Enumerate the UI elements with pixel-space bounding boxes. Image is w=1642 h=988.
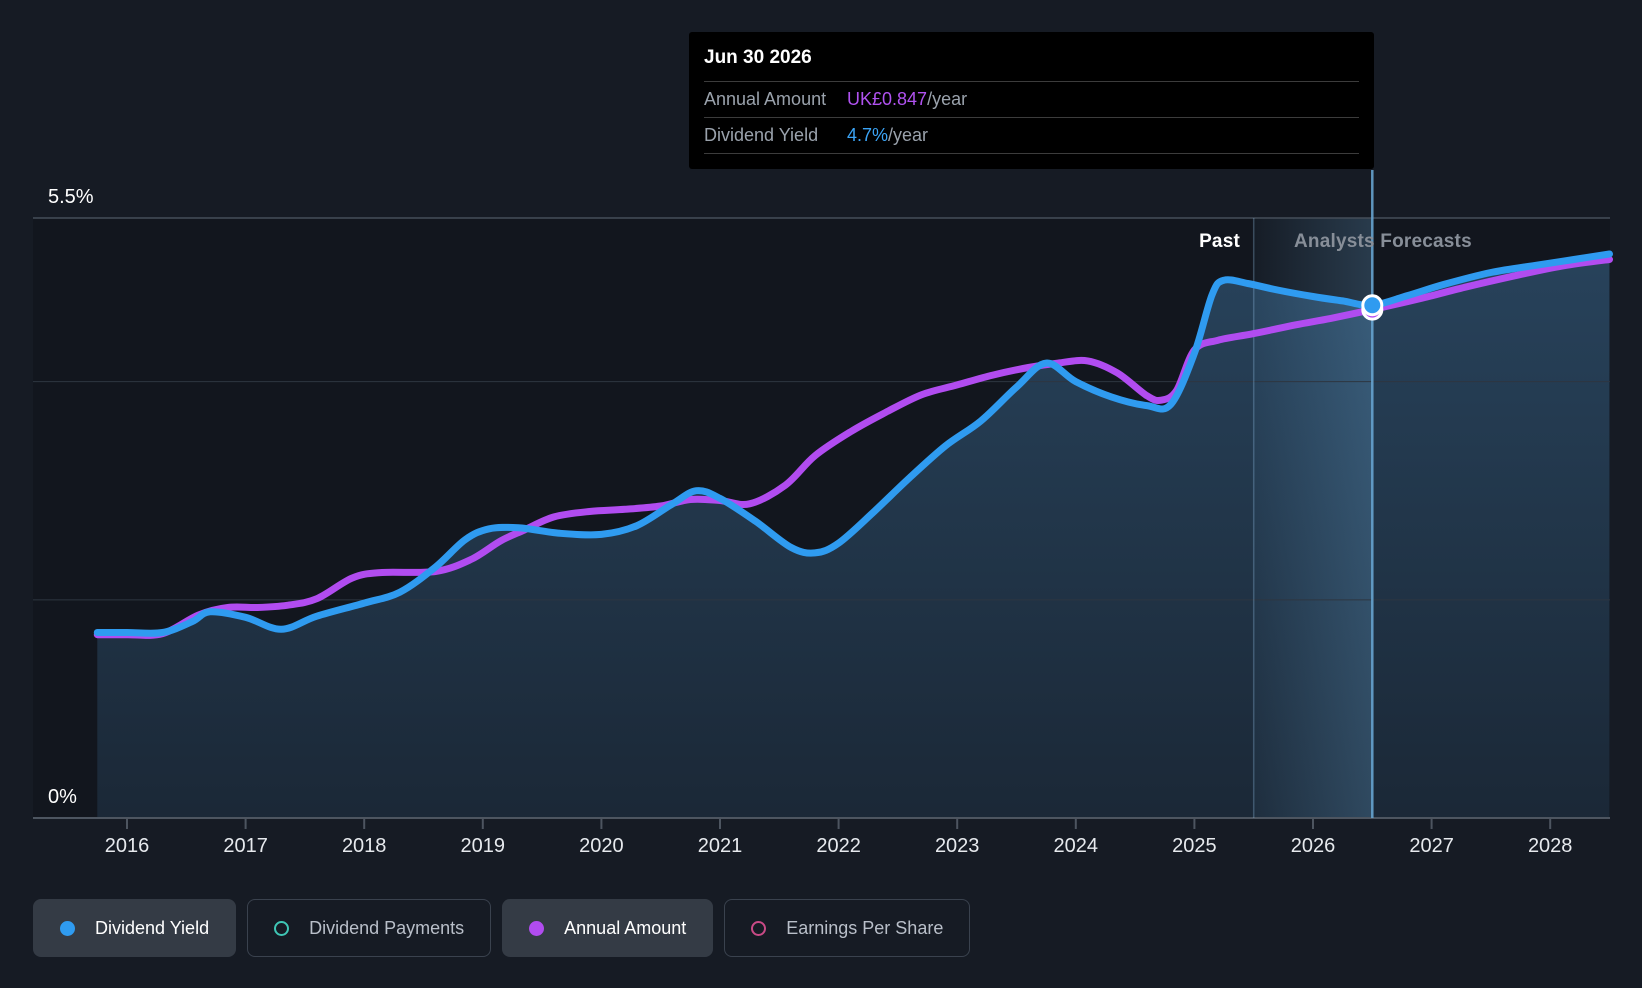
x-tick-label: 2026 <box>1291 835 1336 857</box>
tooltip-label: Dividend Yield <box>704 125 819 145</box>
tooltip-row-dividend-yield: Dividend Yield 4.7% /year <box>704 118 1359 154</box>
x-tick-label: 2020 <box>579 835 624 857</box>
analysts-forecasts-label: Analysts Forecasts <box>1294 231 1472 252</box>
chart-legend: Dividend Yield Dividend Payments Annual … <box>33 899 971 957</box>
legend-label: Dividend Yield <box>95 917 210 938</box>
past-label: Past <box>1199 231 1240 252</box>
x-tick-label: 2024 <box>1054 835 1099 857</box>
tooltip-value: UK£0.847 <box>847 89 928 109</box>
x-tick-label: 2021 <box>698 835 743 857</box>
x-tick-label: 2027 <box>1409 835 1454 857</box>
x-tick-label: 2017 <box>223 835 268 857</box>
legend-button-earnings-per-share[interactable]: Earnings Per Share <box>724 899 971 957</box>
tooltip-value: 4.7% <box>847 125 889 145</box>
tooltip-row-annual-amount: Annual Amount UK£0.847 /year <box>704 82 1359 118</box>
tooltip-value-suffix: /year <box>927 89 968 109</box>
x-tick-label: 2025 <box>1172 835 1217 857</box>
dividend-yield-dot-icon <box>60 920 75 936</box>
legend-button-annual-amount[interactable]: Annual Amount <box>502 899 714 957</box>
y-axis-label: 0% <box>48 786 77 808</box>
x-tick-label: 2019 <box>461 835 506 857</box>
x-tick-label: 2028 <box>1528 835 1573 857</box>
legend-button-dividend-yield[interactable]: Dividend Yield <box>33 899 237 957</box>
dividend-payments-dot-icon <box>274 920 290 936</box>
legend-label: Dividend Payments <box>309 917 465 938</box>
legend-button-dividend-payments[interactable]: Dividend Payments <box>247 899 492 957</box>
tooltip-date: Jun 30 2026 <box>704 32 1359 82</box>
x-tick-label: 2018 <box>342 835 387 857</box>
x-tick-label: 2023 <box>935 835 980 857</box>
x-tick-label: 2022 <box>816 835 861 857</box>
y-axis-label: 5.5% <box>48 186 94 208</box>
dividend-yield-hover-marker-icon <box>1361 294 1384 317</box>
annual-amount-dot-icon <box>529 920 545 936</box>
tooltip-label: Annual Amount <box>704 89 827 109</box>
legend-label: Earnings Per Share <box>786 917 944 938</box>
earnings-per-share-dot-icon <box>751 920 767 936</box>
dividend-yield-area-fill <box>97 254 1610 818</box>
annual-amount-line <box>93 256 1613 639</box>
legend-label: Annual Amount <box>564 917 687 938</box>
hover-highlight-band <box>1253 218 1373 818</box>
tooltip-value-suffix: /year <box>888 125 929 145</box>
tooltip: Jun 30 2026 Annual Amount UK£0.847 /year… <box>689 32 1374 169</box>
x-tick-label: 2016 <box>105 835 150 857</box>
dividend-yield-line <box>93 250 1613 637</box>
